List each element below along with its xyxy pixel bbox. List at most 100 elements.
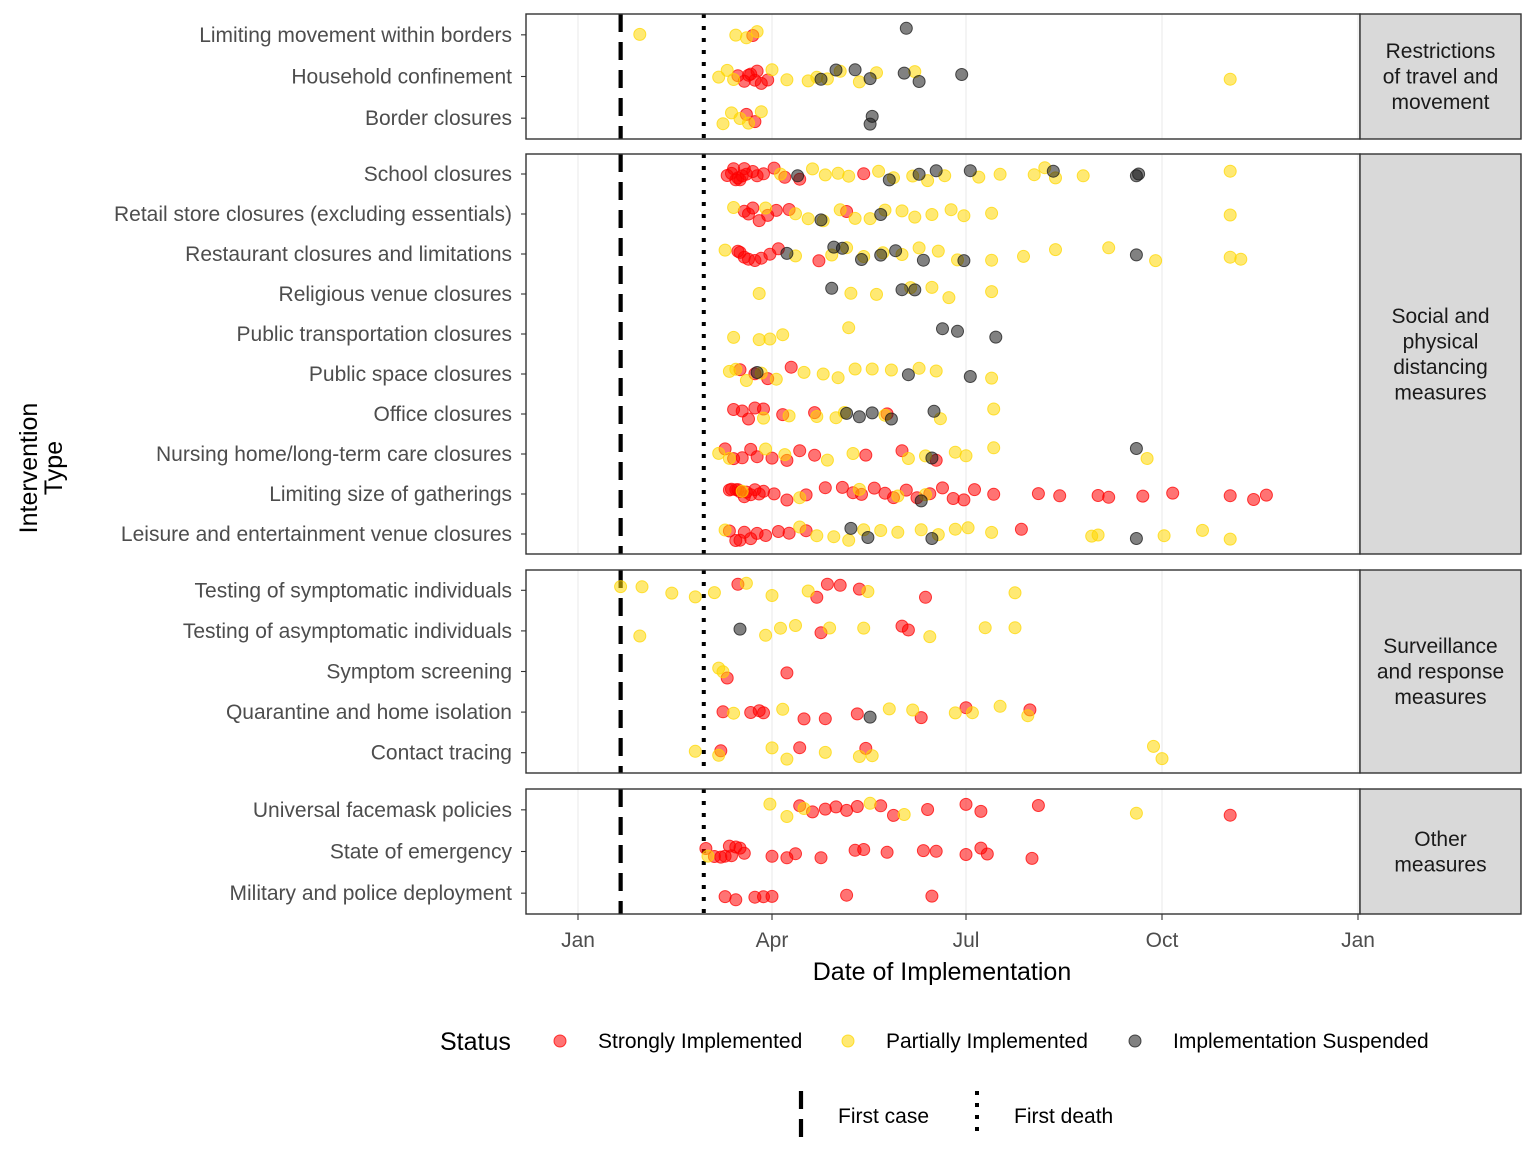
facet-strip-label: Surveillance bbox=[1383, 635, 1497, 658]
data-point-suspended bbox=[874, 248, 888, 262]
facet-strip-label: movement bbox=[1391, 91, 1489, 114]
data-point-partial bbox=[759, 201, 773, 215]
data-point-partial bbox=[1140, 452, 1154, 465]
data-point-partial bbox=[1021, 709, 1035, 723]
data-point-strong bbox=[857, 167, 871, 181]
data-point-suspended bbox=[884, 412, 898, 426]
data-point-partial bbox=[1234, 252, 1248, 266]
x-axis: Jan Apr Jul Oct Jan bbox=[561, 914, 1375, 952]
data-point-strong bbox=[759, 529, 773, 542]
data-point-partial bbox=[727, 73, 741, 86]
data-point-suspended bbox=[861, 531, 875, 544]
y-tick-label: Household confinement bbox=[291, 66, 512, 89]
data-point-strong bbox=[767, 487, 781, 501]
data-point-partial bbox=[831, 166, 845, 180]
data-point-strong bbox=[765, 451, 779, 465]
data-point-partial bbox=[716, 117, 730, 131]
data-point-strong bbox=[757, 167, 770, 181]
data-point-partial bbox=[754, 105, 768, 119]
data-point-strong bbox=[959, 848, 973, 861]
data-point-partial bbox=[729, 362, 743, 376]
data-point-partial bbox=[635, 580, 649, 594]
data-point-partial bbox=[948, 706, 962, 720]
panel-background bbox=[526, 570, 1360, 773]
data-point-suspended bbox=[852, 410, 866, 424]
data-point-strong bbox=[729, 893, 743, 907]
y-tick-label: State of emergency bbox=[330, 841, 513, 864]
data-point-partial bbox=[1129, 806, 1143, 820]
data-point-suspended bbox=[1129, 532, 1143, 545]
data-point-partial bbox=[774, 167, 787, 181]
data-point-strong bbox=[782, 526, 796, 540]
data-point-strong bbox=[793, 741, 807, 755]
data-point-partial bbox=[1155, 752, 1169, 766]
data-point-partial bbox=[923, 630, 937, 644]
data-point-strong bbox=[757, 484, 770, 498]
data-point-strong bbox=[946, 492, 960, 505]
y-axis-title-line: Intervention bbox=[15, 403, 43, 534]
data-point-strong bbox=[1166, 486, 1180, 500]
data-point-partial bbox=[948, 445, 962, 459]
data-point-partial bbox=[718, 523, 732, 537]
y-tick-label: Limiting size of gatherings bbox=[269, 483, 512, 506]
data-point-suspended bbox=[863, 710, 877, 724]
data-point-strong bbox=[874, 799, 888, 813]
data-point-partial bbox=[769, 372, 783, 386]
data-point-partial bbox=[846, 447, 860, 460]
data-point-partial bbox=[823, 621, 837, 635]
data-point-partial bbox=[1017, 249, 1030, 263]
data-point-suspended bbox=[874, 208, 888, 221]
data-point-partial bbox=[1091, 528, 1105, 542]
y-tick-label: Military and police deployment bbox=[230, 882, 513, 905]
data-point-strong bbox=[797, 712, 811, 726]
data-point-strong bbox=[820, 577, 834, 591]
y-tick-label: Nursing home/long-term care closures bbox=[156, 443, 512, 466]
data-point-strong bbox=[867, 481, 881, 495]
data-point-partial bbox=[833, 203, 847, 217]
data-point-partial bbox=[985, 525, 999, 539]
data-point-partial bbox=[863, 796, 877, 810]
data-point-partial bbox=[1008, 621, 1022, 635]
data-point-suspended bbox=[901, 368, 915, 382]
data-point-strong bbox=[718, 890, 732, 904]
data-point-partial bbox=[993, 167, 1007, 181]
y-tick-label: Public transportation closures bbox=[237, 323, 512, 346]
data-point-partial bbox=[842, 321, 856, 335]
facet-strip bbox=[1359, 153, 1522, 555]
data-point-partial bbox=[1223, 72, 1237, 86]
data-point-partial bbox=[1149, 254, 1163, 268]
data-point-strong bbox=[1025, 851, 1039, 865]
data-point-suspended bbox=[895, 283, 909, 297]
data-point-partial bbox=[780, 810, 794, 823]
facet-panel: Limiting movement within borders Househol… bbox=[199, 13, 1522, 140]
data-point-strong bbox=[793, 444, 807, 458]
data-point-partial bbox=[780, 73, 794, 87]
data-point-partial bbox=[759, 628, 773, 642]
data-point-strong bbox=[1223, 489, 1237, 503]
data-point-partial bbox=[789, 619, 802, 632]
y-tick-label: Testing of symptomatic individuals bbox=[195, 579, 512, 602]
data-point-partial bbox=[633, 629, 647, 643]
data-point-partial bbox=[797, 365, 811, 379]
data-point-strong bbox=[780, 666, 794, 680]
data-point-partial bbox=[914, 523, 928, 537]
y-tick-label: Limiting movement within borders bbox=[199, 24, 512, 47]
x-tick-label: Jan bbox=[561, 929, 595, 952]
data-point-strong bbox=[769, 203, 783, 217]
y-tick-label: Contact tracing bbox=[371, 742, 512, 765]
data-point-partial bbox=[1223, 532, 1237, 546]
facet-strip-label: distancing bbox=[1393, 356, 1488, 379]
data-point-suspended bbox=[848, 63, 862, 77]
data-point-strong bbox=[1102, 490, 1116, 504]
data-point-partial bbox=[712, 748, 726, 762]
data-point-partial bbox=[895, 204, 909, 218]
data-point-partial bbox=[712, 70, 726, 84]
data-point-partial bbox=[722, 451, 736, 465]
data-point-strong bbox=[968, 483, 981, 497]
data-point-suspended bbox=[814, 72, 828, 86]
data-point-suspended bbox=[912, 75, 926, 88]
data-point-partial bbox=[1102, 241, 1116, 255]
legend-label-line: First case bbox=[838, 1105, 929, 1128]
data-point-partial bbox=[861, 585, 875, 598]
data-point-strong bbox=[980, 847, 994, 861]
